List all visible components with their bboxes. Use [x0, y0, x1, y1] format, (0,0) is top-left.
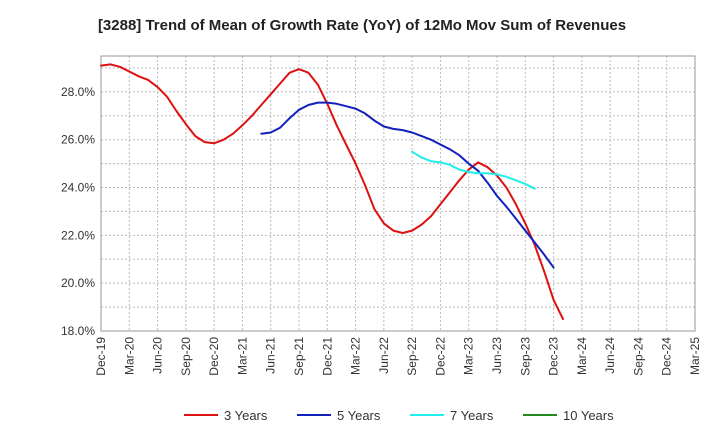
- x-tick-label: Sep-22: [405, 337, 419, 376]
- y-tick-label: 22.0%: [61, 228, 95, 242]
- x-tick-label: Sep-24: [631, 337, 645, 376]
- x-tick-label: Jun-24: [603, 337, 617, 374]
- y-tick-label: 18.0%: [61, 324, 95, 338]
- x-tick-label: Mar-21: [235, 337, 249, 375]
- x-tick-label: Sep-23: [518, 337, 532, 376]
- legend: 3 Years 5 Years 7 Years 10 Years: [184, 408, 614, 423]
- x-tick-label: Jun-20: [151, 337, 165, 374]
- x-tick-label: Dec-24: [660, 337, 674, 376]
- chart-title: [3288] Trend of Mean of Growth Rate (YoY…: [98, 17, 626, 34]
- x-tick-label: Dec-19: [94, 337, 108, 376]
- x-tick-label: Jun-21: [264, 337, 278, 374]
- legend-label: 10 Years: [563, 408, 614, 423]
- y-tick-label: 20.0%: [61, 276, 95, 290]
- x-tick-label: Dec-20: [207, 337, 221, 376]
- x-tick-label: Jun-23: [490, 337, 504, 374]
- legend-label: 3 Years: [224, 408, 268, 423]
- grid-layer: [100, 56, 696, 332]
- series-line-5-years: [260, 101, 555, 269]
- x-tick-label: Mar-23: [462, 337, 476, 375]
- x-tick-label: Mar-22: [349, 337, 363, 375]
- x-tick-label: Mar-25: [688, 337, 702, 375]
- legend-label: 7 Years: [450, 408, 494, 423]
- y-tick-label: 28.0%: [61, 85, 95, 99]
- x-tick-label: Mar-24: [575, 337, 589, 375]
- series-line-3-years: [100, 63, 564, 320]
- series-line-7-years: [411, 150, 536, 190]
- plot-frame: [100, 55, 696, 332]
- x-tick-label: Dec-22: [433, 337, 447, 376]
- x-axis-ticks: Dec-19 Mar-20 Jun-20 Sep-20 Dec-20 Mar-21 Jun-…: [94, 337, 702, 376]
- x-tick-label: Dec-21: [320, 337, 334, 376]
- y-tick-label: 24.0%: [61, 181, 95, 195]
- x-tick-label: Sep-20: [179, 337, 193, 376]
- series-layer: [100, 63, 564, 320]
- y-tick-label: 26.0%: [61, 133, 95, 147]
- x-tick-label: Jun-22: [377, 337, 391, 374]
- x-tick-label: Mar-20: [122, 337, 136, 375]
- y-axis-ticks: 18.0% 20.0% 22.0% 24.0% 26.0% 28.0%: [61, 85, 95, 338]
- legend-label: 5 Years: [337, 408, 381, 423]
- x-tick-label: Sep-21: [292, 337, 306, 376]
- x-tick-label: Dec-23: [547, 337, 561, 376]
